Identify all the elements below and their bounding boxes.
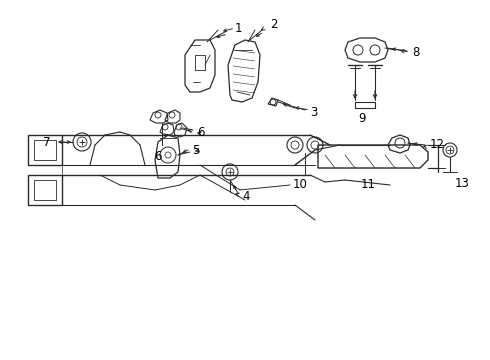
Text: 11: 11	[361, 178, 375, 191]
Text: 8: 8	[412, 45, 419, 58]
Text: 7: 7	[43, 135, 50, 148]
Text: 12: 12	[430, 139, 445, 152]
Text: 6: 6	[197, 126, 204, 139]
Text: 10: 10	[293, 178, 307, 191]
Text: 6: 6	[154, 150, 162, 163]
Text: 2: 2	[270, 18, 277, 31]
Text: 9: 9	[358, 112, 366, 125]
Text: 5: 5	[192, 144, 199, 157]
Text: 1: 1	[235, 22, 243, 35]
Text: 3: 3	[310, 105, 318, 118]
Text: 13: 13	[455, 177, 470, 190]
Text: 4: 4	[242, 190, 249, 203]
